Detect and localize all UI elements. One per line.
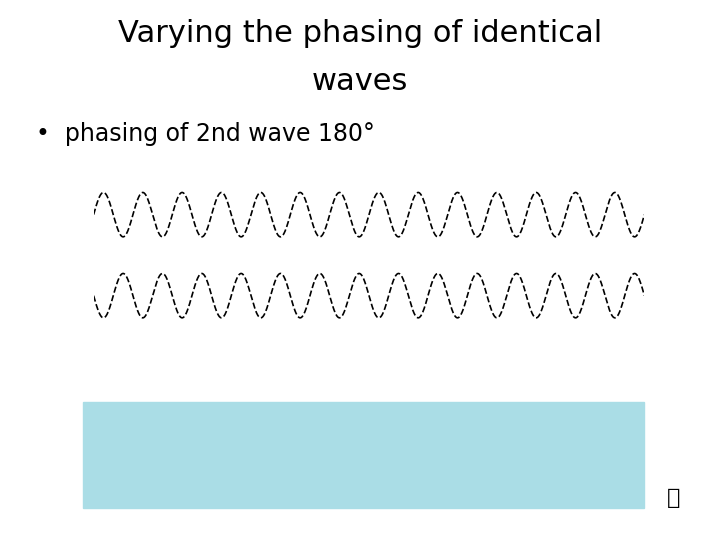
Text: ⍼: ⍼ xyxy=(667,488,680,508)
FancyBboxPatch shape xyxy=(83,402,644,508)
Text: waves: waves xyxy=(312,68,408,97)
Text: •  phasing of 2nd wave 180°: • phasing of 2nd wave 180° xyxy=(36,122,375,145)
Text: Varying the phasing of identical: Varying the phasing of identical xyxy=(118,19,602,48)
